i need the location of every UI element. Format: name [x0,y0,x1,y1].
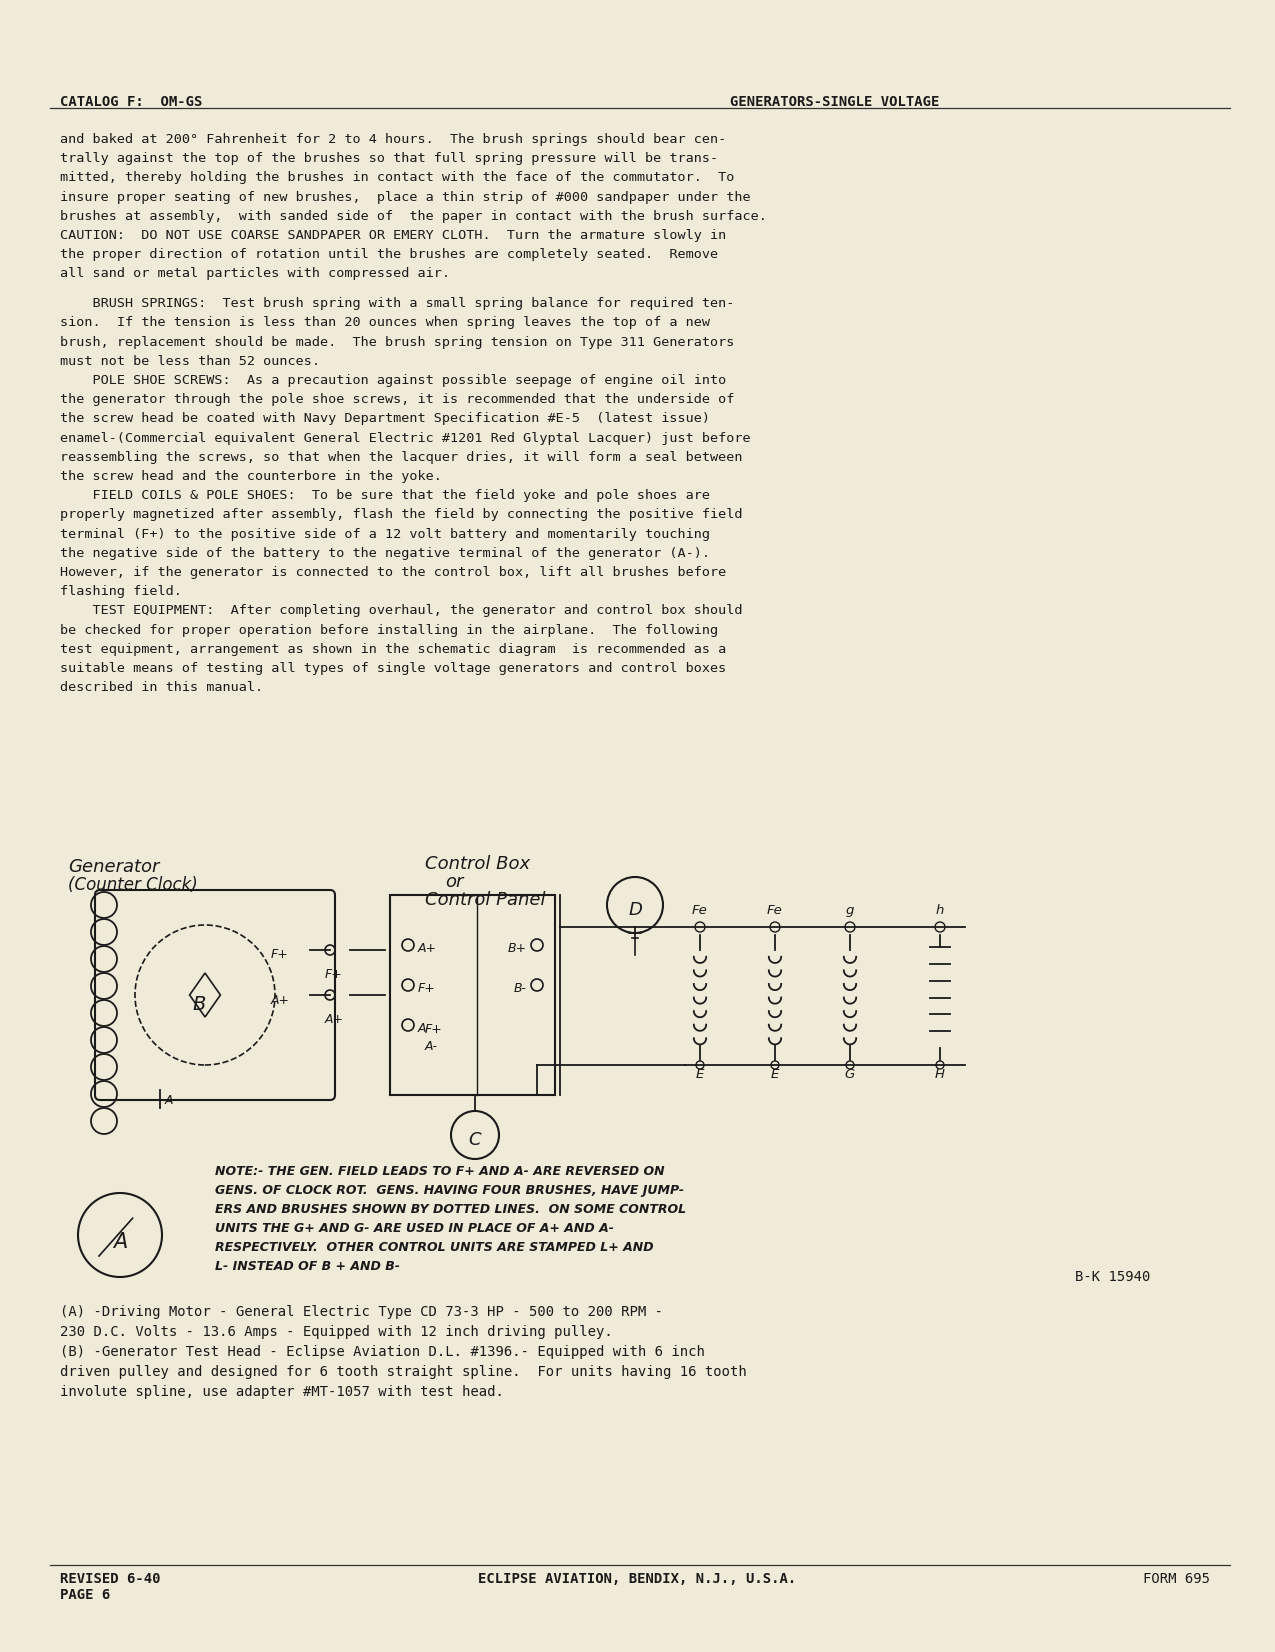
Text: BRUSH SPRINGS:  Test brush spring with a small spring balance for required ten-: BRUSH SPRINGS: Test brush spring with a … [60,297,734,311]
Bar [390,895,555,1095]
Text: Fe: Fe [768,904,783,917]
Text: A-: A- [418,1023,431,1036]
Text: PAGE 6: PAGE 6 [60,1588,110,1602]
Text: GENS. OF CLOCK ROT.  GENS. HAVING FOUR BRUSHES, HAVE JUMP-: GENS. OF CLOCK ROT. GENS. HAVING FOUR BR… [215,1184,685,1198]
Text: A: A [113,1232,128,1252]
Text: and baked at 200° Fahrenheit for 2 to 4 hours.  The brush springs should bear ce: and baked at 200° Fahrenheit for 2 to 4 … [60,134,727,145]
Text: FIELD COILS & POLE SHOES:  To be sure that the field yoke and pole shoes are: FIELD COILS & POLE SHOES: To be sure tha… [60,489,710,502]
Text: ECLIPSE AVIATION, BENDIX, N.J., U.S.A.: ECLIPSE AVIATION, BENDIX, N.J., U.S.A. [478,1573,796,1586]
Text: UNITS THE G+ AND G- ARE USED IN PLACE OF A+ AND A-: UNITS THE G+ AND G- ARE USED IN PLACE OF… [215,1222,615,1236]
Text: A+: A+ [270,993,289,1006]
Text: E: E [696,1067,704,1080]
Text: H: H [935,1067,945,1080]
Text: NOTE:- THE GEN. FIELD LEADS TO F+ AND A- ARE REVERSED ON: NOTE:- THE GEN. FIELD LEADS TO F+ AND A-… [215,1165,664,1178]
Text: TEST EQUIPMENT:  After completing overhaul, the generator and control box should: TEST EQUIPMENT: After completing overhau… [60,605,742,618]
Text: F+: F+ [272,948,289,961]
Text: F+: F+ [418,983,436,996]
Text: D: D [629,900,641,919]
Text: driven pulley and designed for 6 tooth straight spline.  For units having 16 too: driven pulley and designed for 6 tooth s… [60,1365,747,1379]
Text: E: E [771,1067,779,1080]
Text: enamel-(Commercial equivalent General Electric #1201 Red Glyptal Lacquer) just b: enamel-(Commercial equivalent General El… [60,431,751,444]
Text: must not be less than 52 ounces.: must not be less than 52 ounces. [60,355,320,368]
Text: B-: B- [514,983,527,996]
Text: h: h [936,904,945,917]
Text: B-K 15940: B-K 15940 [1075,1270,1150,1284]
Text: sion.  If the tension is less than 20 ounces when spring leaves the top of a new: sion. If the tension is less than 20 oun… [60,317,710,329]
Text: However, if the generator is connected to the control box, lift all brushes befo: However, if the generator is connected t… [60,567,727,578]
Text: A-: A- [164,1094,178,1107]
Text: CAUTION:  DO NOT USE COARSE SANDPAPER OR EMERY CLOTH.  Turn the armature slowly : CAUTION: DO NOT USE COARSE SANDPAPER OR … [60,230,727,241]
Text: Control Panel: Control Panel [425,890,546,909]
Text: properly magnetized after assembly, flash the field by connecting the positive f: properly magnetized after assembly, flas… [60,509,742,522]
Text: test equipment, arrangement as shown in the schematic diagram  is recommended as: test equipment, arrangement as shown in … [60,643,727,656]
Text: 230 D.C. Volts - 13.6 Amps - Equipped with 12 inch driving pulley.: 230 D.C. Volts - 13.6 Amps - Equipped wi… [60,1325,613,1340]
Text: FORM 695: FORM 695 [1142,1573,1210,1586]
Text: the screw head be coated with Navy Department Specification #E-5  (latest issue): the screw head be coated with Navy Depar… [60,413,710,425]
Text: the generator through the pole shoe screws, it is recommended that the underside: the generator through the pole shoe scre… [60,393,734,406]
Text: POLE SHOE SCREWS:  As a precaution against possible seepage of engine oil into: POLE SHOE SCREWS: As a precaution agains… [60,373,727,387]
Text: the negative side of the battery to the negative terminal of the generator (A-).: the negative side of the battery to the … [60,547,710,560]
Text: GENERATORS-SINGLE VOLTAGE: GENERATORS-SINGLE VOLTAGE [731,96,940,109]
Text: Fe: Fe [692,904,708,917]
Text: ERS AND BRUSHES SHOWN BY DOTTED LINES.  ON SOME CONTROL: ERS AND BRUSHES SHOWN BY DOTTED LINES. O… [215,1203,686,1216]
Text: suitable means of testing all types of single voltage generators and control box: suitable means of testing all types of s… [60,662,727,676]
Text: insure proper seating of new brushes,  place a thin strip of #000 sandpaper unde: insure proper seating of new brushes, pl… [60,190,751,203]
Text: be checked for proper operation before installing in the airplane.  The followin: be checked for proper operation before i… [60,623,718,636]
Text: mitted, thereby holding the brushes in contact with the face of the commutator. : mitted, thereby holding the brushes in c… [60,172,734,185]
Text: g: g [845,904,854,917]
Text: Generator: Generator [68,857,159,876]
Text: B+: B+ [507,943,527,955]
Text: CATALOG F:  OM-GS: CATALOG F: OM-GS [60,96,203,109]
Text: or: or [445,872,463,890]
Text: described in this manual.: described in this manual. [60,681,263,694]
Text: F+: F+ [325,968,343,981]
Text: the screw head and the counterbore in the yoke.: the screw head and the counterbore in th… [60,469,442,482]
Text: (A) -Driving Motor - General Electric Type CD 73-3 HP - 500 to 200 RPM -: (A) -Driving Motor - General Electric Ty… [60,1305,663,1318]
Text: terminal (F+) to the positive side of a 12 volt battery and momentarily touching: terminal (F+) to the positive side of a … [60,527,710,540]
Text: brushes at assembly,  with sanded side of  the paper in contact with the brush s: brushes at assembly, with sanded side of… [60,210,766,223]
Text: C: C [469,1132,482,1150]
Text: involute spline, use adapter #MT-1057 with test head.: involute spline, use adapter #MT-1057 wi… [60,1384,504,1399]
Text: brush, replacement should be made.  The brush spring tension on Type 311 Generat: brush, replacement should be made. The b… [60,335,734,349]
Text: B: B [193,996,205,1014]
Text: the proper direction of rotation until the brushes are completely seated.  Remov: the proper direction of rotation until t… [60,248,718,261]
Text: A+: A+ [325,1013,344,1026]
Text: Control Box: Control Box [425,856,530,872]
Text: (Counter Clock): (Counter Clock) [68,876,198,894]
Text: flashing field.: flashing field. [60,585,182,598]
Text: reassembling the screws, so that when the lacquer dries, it will form a seal bet: reassembling the screws, so that when th… [60,451,742,464]
Text: trally against the top of the brushes so that full spring pressure will be trans: trally against the top of the brushes so… [60,152,718,165]
Text: (B) -Generator Test Head - Eclipse Aviation D.L. #1396.- Equipped with 6 inch: (B) -Generator Test Head - Eclipse Aviat… [60,1345,705,1360]
Text: F+: F+ [425,1023,442,1036]
Text: all sand or metal particles with compressed air.: all sand or metal particles with compres… [60,268,450,281]
Text: L- INSTEAD OF B + AND B-: L- INSTEAD OF B + AND B- [215,1260,400,1274]
Text: A-: A- [425,1041,439,1052]
Text: RESPECTIVELY.  OTHER CONTROL UNITS ARE STAMPED L+ AND: RESPECTIVELY. OTHER CONTROL UNITS ARE ST… [215,1241,654,1254]
Text: A+: A+ [418,943,437,955]
Text: REVISED 6-40: REVISED 6-40 [60,1573,161,1586]
Text: G: G [845,1067,856,1080]
